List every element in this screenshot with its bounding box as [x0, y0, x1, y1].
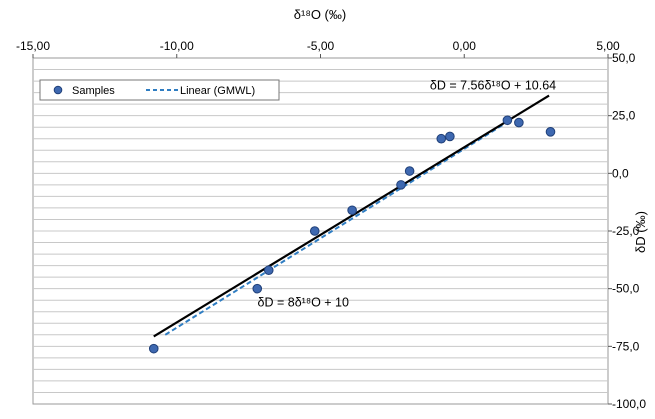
sample-point	[445, 131, 455, 142]
y-tick-label: 25,0	[612, 109, 636, 123]
fit-line	[153, 94, 550, 338]
legend-marker-samples	[53, 85, 63, 95]
trend-lines	[153, 94, 550, 338]
x-axis-ticks: -15,00 -10,00 -5,00 0,00 5,00	[16, 39, 620, 58]
sample-points	[148, 115, 556, 354]
y-axis-ticks: 50,0 25,0 0,0 -25,0 -50,0 -75,0 -100,0	[608, 51, 646, 411]
sample-point	[148, 343, 159, 354]
legend: Samples Linear (GMWL)	[39, 79, 280, 101]
sample-point	[545, 127, 556, 137]
sample-point	[252, 283, 263, 294]
y-axis-title: δD (‰)	[633, 211, 648, 253]
x-tick-label: 5,00	[596, 39, 620, 53]
sample-point	[514, 117, 524, 128]
grid-lines	[33, 69, 608, 393]
sample-point	[309, 226, 320, 236]
legend-label-samples: Samples	[72, 85, 115, 97]
annotations: δD = 7.56δ¹⁸O + 10.64 δD = 8δ¹⁸O + 10	[258, 79, 557, 310]
gmwl-line	[164, 119, 511, 336]
sample-point	[436, 133, 447, 144]
legend-box	[39, 79, 280, 101]
sample-point	[263, 265, 274, 276]
y-tick-label: -100,0	[612, 397, 646, 411]
y-tick-label: -25,0	[612, 224, 640, 238]
x-tick-label: -15,00	[16, 39, 50, 53]
sample-point	[396, 180, 406, 190]
sample-point	[502, 115, 513, 126]
sample-point	[347, 205, 357, 216]
x-tick-label: -10,00	[160, 39, 194, 53]
y-tick-label: 0,0	[612, 166, 629, 180]
x-tick-label: 0,00	[453, 39, 477, 53]
y-tick-label: 50,0	[612, 51, 636, 65]
y-tick-label: -50,0	[612, 282, 640, 296]
y-tick-label: -75,0	[612, 339, 640, 353]
gmwl-equation-label: δD = 8δ¹⁸O + 10	[258, 296, 349, 310]
legend-label-gmwl: Linear (GMWL)	[180, 85, 255, 97]
x-axis-title: δ¹⁸O (‰)	[294, 7, 346, 22]
sample-point	[404, 166, 415, 176]
fit-equation-label: δD = 7.56δ¹⁸O + 10.64	[430, 79, 556, 93]
x-tick-label: -5,00	[307, 39, 335, 53]
